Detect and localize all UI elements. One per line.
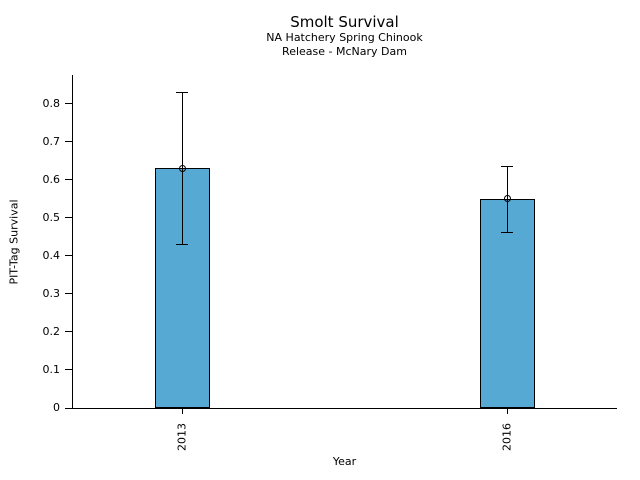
mean-marker xyxy=(503,195,511,203)
y-tick-label: 0.2 xyxy=(42,324,61,338)
y-axis-line xyxy=(72,75,73,409)
y-tick-label: 0 xyxy=(53,401,60,414)
y-axis-label: PIT-Tag Survival xyxy=(7,199,21,285)
y-tick-label: 0.3 xyxy=(42,286,61,300)
y-tick-label: 0.8 xyxy=(42,96,61,110)
y-tick-label: 0.1 xyxy=(42,362,61,376)
x-axis-label: Year xyxy=(332,455,357,468)
y-tick xyxy=(65,255,72,257)
chart-title: Smolt Survival xyxy=(290,13,399,31)
x-tick-label: 2013 xyxy=(175,423,189,451)
chart-subtitle-line1: NA Hatchery Spring Chinook xyxy=(266,31,423,44)
error-cap-bottom xyxy=(176,243,188,245)
y-tick xyxy=(65,141,72,143)
y-tick xyxy=(65,369,72,371)
y-tick-label: 0.7 xyxy=(42,134,61,148)
y-tick xyxy=(65,331,72,333)
error-cap-bottom xyxy=(501,232,513,234)
y-tick-label: 0.5 xyxy=(42,210,61,224)
x-tick-label: 2016 xyxy=(500,423,514,451)
x-tick xyxy=(181,409,183,414)
y-tick xyxy=(65,103,72,105)
error-cap-top xyxy=(176,91,188,93)
x-axis-line xyxy=(67,408,617,409)
y-tick xyxy=(65,179,72,181)
y-tick xyxy=(65,293,72,295)
y-tick-label: 0.6 xyxy=(42,172,61,186)
y-tick xyxy=(65,407,72,409)
y-tick xyxy=(65,217,72,219)
y-tick-label: 0.4 xyxy=(42,248,61,262)
x-tick xyxy=(506,409,508,414)
error-cap-top xyxy=(501,165,513,167)
chart-subtitle-line2: Release - McNary Dam xyxy=(282,45,407,58)
mean-marker xyxy=(178,164,186,172)
bar xyxy=(479,198,535,408)
